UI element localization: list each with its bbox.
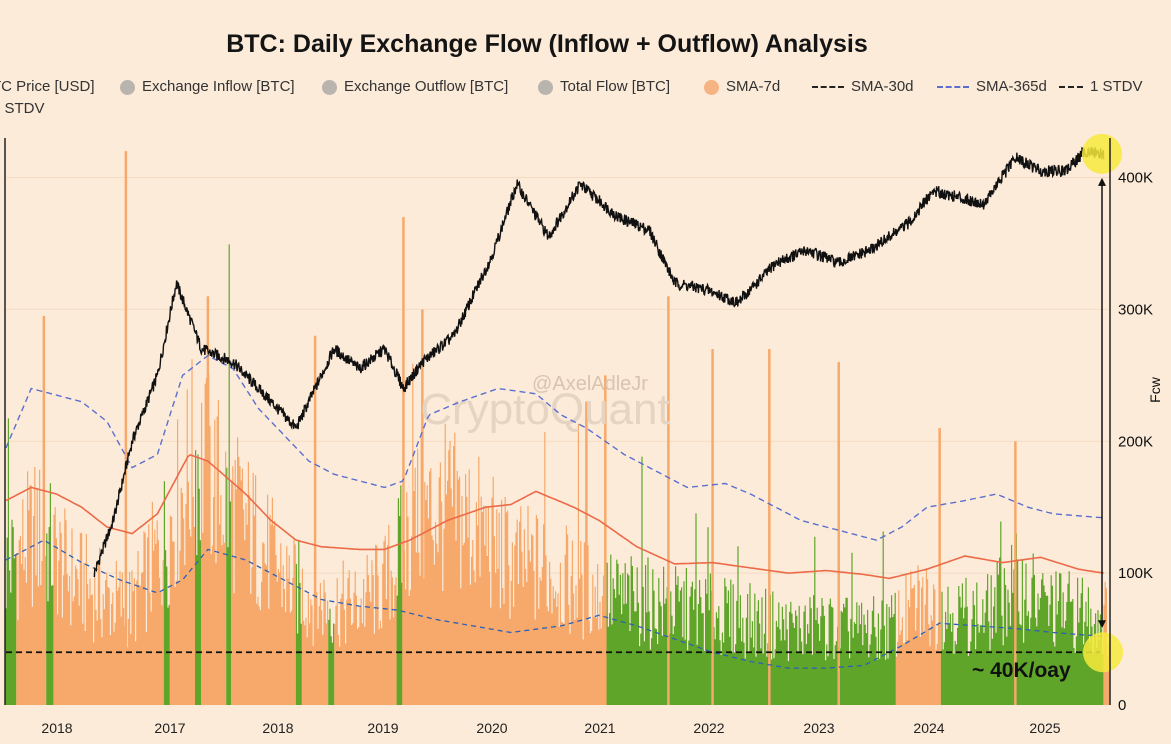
chart-title: BTC: Daily Exchange Flow (Inflow + Outfl… bbox=[226, 30, 868, 58]
dashed-line-icon bbox=[812, 86, 844, 88]
gray-dot-icon bbox=[120, 79, 135, 95]
y-tick-label: 400K bbox=[1118, 170, 1153, 187]
x-tick-label: 2018 bbox=[41, 720, 72, 736]
y-tick-label: 0 bbox=[1118, 697, 1126, 714]
legend-item-sma-30d[interactable]: SMA-30d bbox=[812, 76, 914, 98]
legend-item-total-flow[interactable]: Total Flow [BTC] bbox=[538, 76, 670, 98]
legend-label: 1 STDV bbox=[1090, 78, 1143, 95]
legend-label: TC Price [USD] bbox=[0, 78, 95, 95]
legend-label: SMA-365d bbox=[976, 78, 1047, 95]
legend-label: SMA-30d bbox=[851, 78, 914, 95]
x-tick-label: 2024 bbox=[913, 720, 944, 736]
legend-label: Exchange Outflow [BTC] bbox=[344, 78, 509, 95]
legend-label: Total Flow [BTC] bbox=[560, 78, 671, 95]
x-tick-label: 2018 bbox=[262, 720, 293, 736]
legend-label: SMA-7d bbox=[726, 78, 781, 95]
sma-30d-line bbox=[5, 539, 1104, 669]
blue-dashed-line-icon bbox=[937, 86, 969, 88]
x-tick-label: 2019 bbox=[367, 720, 398, 736]
sma-7d-line bbox=[5, 454, 1104, 580]
dashed-line-icon bbox=[1059, 86, 1083, 88]
threshold-label: ~ 40K/oay bbox=[972, 659, 1071, 682]
legend-item-outflow[interactable]: Exchange Outflow [BTC] bbox=[322, 76, 508, 98]
legend-item-price[interactable]: TC Price [USD] bbox=[0, 76, 95, 98]
x-tick-label: 2025 bbox=[1029, 720, 1060, 736]
legend-label: Exchange Inflow [BTC] bbox=[142, 78, 295, 95]
watermark-handle: @AxelAdleJr bbox=[532, 373, 648, 395]
x-tick-label: 2021 bbox=[584, 720, 615, 736]
x-tick-label: 2017 bbox=[154, 720, 185, 736]
btc-price-line bbox=[93, 146, 1105, 577]
legend-item-1-stdv-lower[interactable]: 1 STDV bbox=[0, 98, 45, 120]
highlight-top bbox=[1082, 133, 1122, 174]
legend-label: 1 STDV bbox=[0, 100, 45, 117]
legend-item-1-stdv[interactable]: 1 STDV bbox=[1059, 76, 1143, 98]
legend-item-inflow[interactable]: Exchange Inflow [BTC] bbox=[120, 76, 295, 98]
highlight-bottom bbox=[1083, 632, 1123, 673]
y-axis-label: Fcw bbox=[1147, 376, 1163, 403]
y-tick-label: 100K bbox=[1118, 565, 1153, 582]
inflow-area bbox=[16, 359, 1110, 705]
x-tick-label: 2020 bbox=[476, 720, 507, 736]
legend-item-sma-7d[interactable]: SMA-7d bbox=[704, 76, 780, 98]
watermark-logo: CryptoQuant bbox=[420, 385, 669, 434]
y-tick-label: 300K bbox=[1118, 301, 1153, 318]
x-tick-label: 2023 bbox=[803, 720, 834, 736]
orange-dot-icon bbox=[704, 79, 719, 95]
sma-365d-line bbox=[5, 354, 1104, 541]
arrow-head-up bbox=[1098, 177, 1106, 186]
gray-dot-icon bbox=[538, 79, 553, 95]
gray-dot-icon bbox=[322, 79, 337, 95]
legend-item-sma-365d[interactable]: SMA-365d bbox=[937, 76, 1047, 98]
arrow-head-down bbox=[1098, 620, 1106, 629]
y-tick-label: 200K bbox=[1118, 433, 1153, 450]
x-tick-label: 2022 bbox=[693, 720, 724, 736]
